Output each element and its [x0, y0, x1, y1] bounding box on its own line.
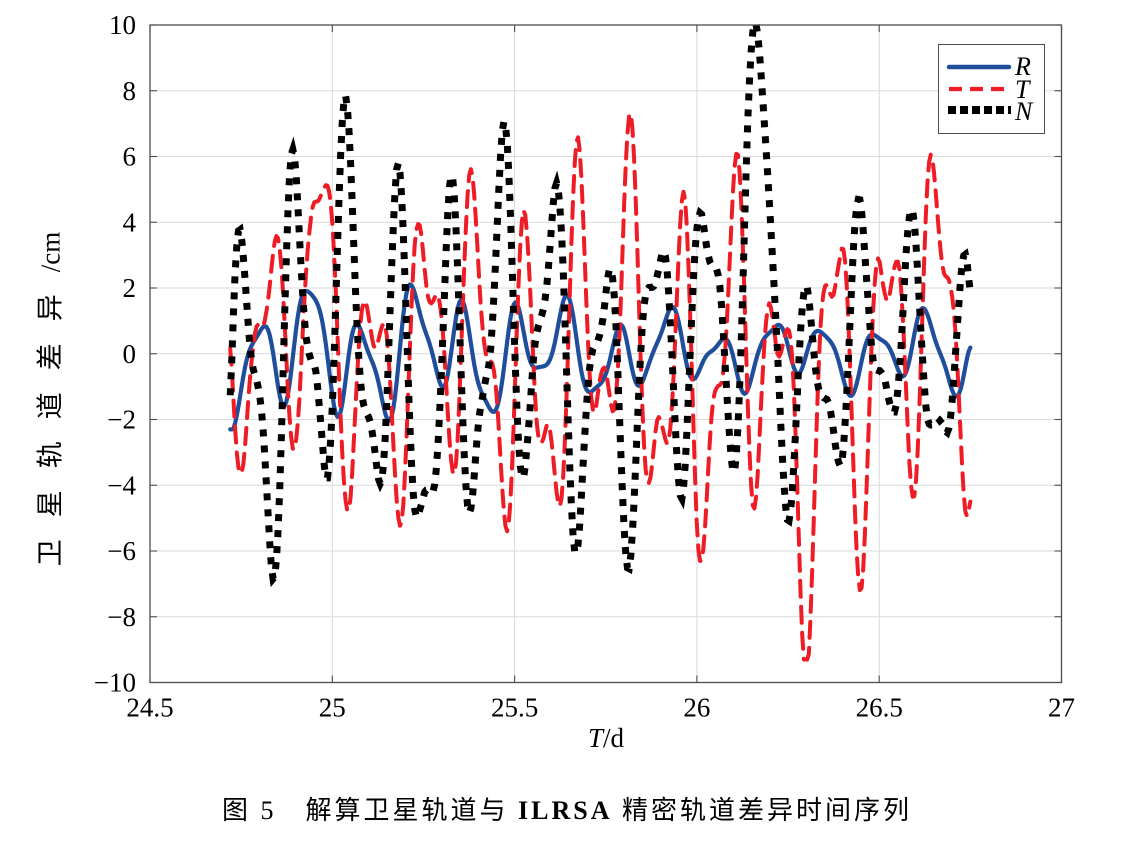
svg-text:24.5: 24.5	[126, 693, 173, 723]
svg-text:−8: −8	[107, 602, 136, 632]
svg-text:6: 6	[123, 142, 137, 172]
svg-text:−4: −4	[107, 470, 136, 500]
svg-text:10: 10	[109, 10, 136, 40]
svg-text:25: 25	[319, 693, 346, 723]
svg-text:26.5: 26.5	[856, 693, 903, 723]
svg-text:−6: −6	[107, 536, 136, 566]
svg-text:26: 26	[683, 693, 710, 723]
svg-text:2: 2	[123, 273, 137, 303]
svg-text:8: 8	[123, 76, 137, 106]
svg-text:4: 4	[123, 207, 137, 237]
svg-text:27: 27	[1048, 693, 1075, 723]
svg-text:25.5: 25.5	[491, 693, 538, 723]
svg-text:0: 0	[123, 339, 137, 369]
svg-text:−2: −2	[107, 405, 136, 435]
